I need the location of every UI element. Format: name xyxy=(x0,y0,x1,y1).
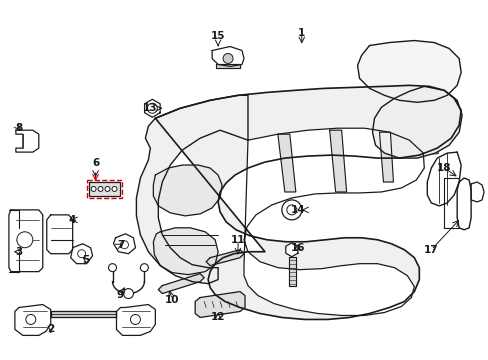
Circle shape xyxy=(130,315,140,324)
Text: 13: 13 xyxy=(143,103,157,113)
Polygon shape xyxy=(16,130,39,152)
Bar xyxy=(381,77,396,89)
Polygon shape xyxy=(195,292,244,318)
Bar xyxy=(408,100,437,116)
Text: 8: 8 xyxy=(15,123,22,133)
Circle shape xyxy=(223,54,233,63)
Circle shape xyxy=(286,205,296,215)
Text: 12: 12 xyxy=(210,312,225,323)
Polygon shape xyxy=(277,134,295,192)
Circle shape xyxy=(112,186,117,192)
Polygon shape xyxy=(9,210,42,272)
Polygon shape xyxy=(144,99,160,117)
Bar xyxy=(425,77,439,89)
Polygon shape xyxy=(216,64,240,68)
Bar xyxy=(408,120,437,136)
Text: 10: 10 xyxy=(164,294,179,305)
Circle shape xyxy=(91,186,96,192)
Circle shape xyxy=(140,264,148,272)
Polygon shape xyxy=(244,128,424,315)
Text: 2: 2 xyxy=(47,324,54,334)
Text: 15: 15 xyxy=(210,31,225,41)
Polygon shape xyxy=(136,95,247,284)
Circle shape xyxy=(17,232,33,248)
Circle shape xyxy=(26,315,36,324)
Polygon shape xyxy=(427,152,460,206)
Bar xyxy=(381,55,396,67)
Circle shape xyxy=(147,103,157,113)
Text: 3: 3 xyxy=(15,247,22,257)
Polygon shape xyxy=(456,178,470,230)
Polygon shape xyxy=(47,215,73,254)
Polygon shape xyxy=(372,86,461,158)
Text: 7: 7 xyxy=(117,240,124,250)
Polygon shape xyxy=(155,85,460,319)
Circle shape xyxy=(108,264,116,272)
Bar xyxy=(403,77,417,89)
Polygon shape xyxy=(212,46,244,67)
Text: 9: 9 xyxy=(117,289,124,300)
Polygon shape xyxy=(51,311,116,318)
Text: 4: 4 xyxy=(69,215,76,225)
Polygon shape xyxy=(88,182,120,196)
Polygon shape xyxy=(158,274,203,293)
Polygon shape xyxy=(113,234,135,254)
Polygon shape xyxy=(285,243,297,257)
Circle shape xyxy=(78,250,85,258)
Text: 6: 6 xyxy=(92,158,99,168)
Polygon shape xyxy=(470,182,483,202)
Circle shape xyxy=(281,200,301,220)
Text: 11: 11 xyxy=(230,235,245,245)
Bar xyxy=(86,180,122,198)
Polygon shape xyxy=(116,305,155,336)
Polygon shape xyxy=(153,228,218,275)
Polygon shape xyxy=(329,130,346,192)
Text: 1: 1 xyxy=(298,28,305,37)
Polygon shape xyxy=(206,250,244,266)
Circle shape xyxy=(105,186,110,192)
Text: 14: 14 xyxy=(290,205,305,215)
Polygon shape xyxy=(15,305,51,336)
Text: 5: 5 xyxy=(82,255,89,265)
Polygon shape xyxy=(153,165,222,216)
Circle shape xyxy=(123,289,133,298)
Polygon shape xyxy=(71,244,92,264)
Bar xyxy=(403,55,417,67)
Circle shape xyxy=(98,186,103,192)
Polygon shape xyxy=(379,132,393,182)
Text: 18: 18 xyxy=(436,163,450,173)
Polygon shape xyxy=(288,257,295,285)
Text: 16: 16 xyxy=(290,243,305,253)
Polygon shape xyxy=(357,41,460,102)
Bar xyxy=(408,140,437,156)
Text: 17: 17 xyxy=(423,245,438,255)
Bar xyxy=(425,55,439,67)
Circle shape xyxy=(120,241,128,249)
